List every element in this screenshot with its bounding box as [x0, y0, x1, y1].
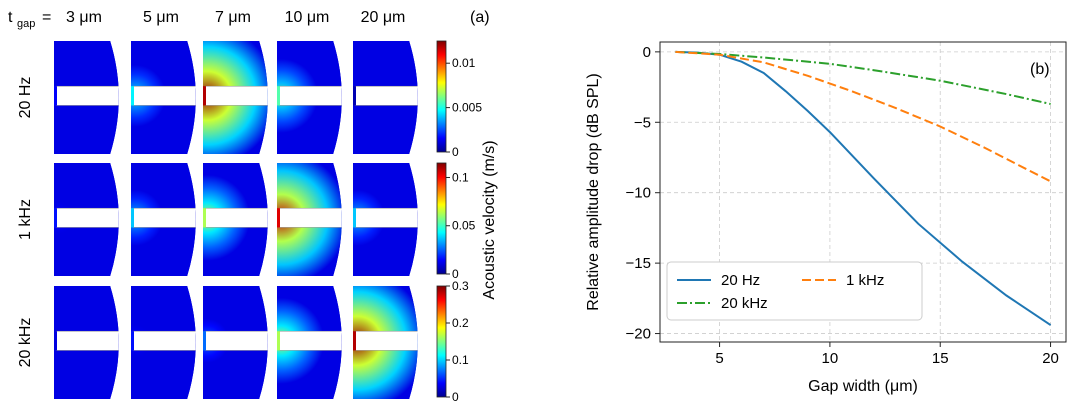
panel-a-heatmaps: t gap = (a) 3 μm 5 μm 7 μm 10 μm 20 μm 20 Hz…	[8, 9, 498, 404]
y-tick-label: −20	[626, 326, 651, 343]
row-label-2: 1 kHz	[17, 199, 34, 240]
colorbar-tick-label: 0.005	[452, 101, 482, 115]
colorbar-2	[436, 162, 447, 275]
panel-b-line-chart: 5 10 15 20 0 −5 −10 −15 −20 Gap width (μm) Rela…	[585, 41, 1067, 395]
legend: 20 Hz 20 kHz 1 kHz	[666, 261, 923, 321]
y-tick-label: −5	[634, 114, 651, 131]
heatmap-tile-r3-c1	[54, 286, 119, 399]
gap-slot	[354, 330, 418, 351]
panel-b-label: (b)	[1030, 61, 1050, 78]
heatmap-tile-r1-c2	[131, 41, 196, 154]
colorbar-tick-label: 0	[452, 390, 459, 404]
y-tick-label: −15	[626, 255, 651, 272]
x-tick-label: 15	[932, 350, 949, 367]
heatmap-tile-r1-c5	[353, 41, 418, 154]
x-tick-label: 10	[822, 350, 839, 367]
x-tick-label: 20	[1042, 350, 1059, 367]
gap-slot	[278, 207, 342, 228]
gap-slot	[55, 207, 119, 228]
gap-slot	[132, 330, 196, 351]
colorbar-tick-label: 0.05	[452, 219, 476, 233]
gap-slot	[132, 207, 196, 228]
y-tick-label: 0	[643, 44, 651, 61]
column-header-4: 10 μm	[285, 9, 330, 26]
colorbar-tick-label: 0.1	[452, 170, 469, 184]
row-label-3: 20 kHz	[17, 318, 34, 368]
series-line-1-khz	[675, 50, 1052, 183]
tgap-label: t	[8, 9, 13, 26]
heatmap-tile-r1-c3	[203, 41, 268, 154]
x-tick-label: 5	[715, 350, 723, 367]
gap-slot	[354, 207, 418, 228]
legend-box	[666, 261, 923, 321]
colorbar-label: Acoustic velocity (m/s)	[481, 140, 498, 299]
gap-slot	[278, 330, 342, 351]
x-axis-label: Gap width (μm)	[808, 378, 918, 395]
gap-slot	[55, 85, 119, 106]
legend-entry: 1 kHz	[846, 272, 884, 289]
colorbar-tick-label: 0.01	[452, 56, 476, 70]
gap-slot	[204, 85, 268, 106]
heatmap-tile-r3-c3	[203, 286, 268, 399]
panel-a-label: (a)	[470, 9, 490, 26]
y-axis-label: Relative amplitude drop (dB SPL)	[585, 73, 602, 310]
heatmap-tile-r3-c5	[353, 286, 418, 399]
heatmap-tile-r2-c5	[353, 163, 418, 276]
tgap-equals: =	[42, 9, 51, 26]
gap-slot	[204, 330, 268, 351]
colorbar-3	[436, 285, 447, 398]
heatmap-tile-r3-c4	[277, 286, 342, 399]
legend-entry: 20 kHz	[721, 295, 768, 312]
row-label-1: 20 Hz	[17, 77, 34, 119]
column-header-2: 5 μm	[143, 9, 179, 26]
column-header-5: 20 μm	[361, 9, 406, 26]
heatmap-tile-r2-c4	[277, 163, 342, 276]
column-header-3: 7 μm	[215, 9, 251, 26]
heatmap-tile-r1-c1	[54, 41, 119, 154]
gap-slot	[204, 207, 268, 228]
gap-slot	[132, 85, 196, 106]
heatmap-tile-r2-c3	[203, 163, 268, 276]
colorbar-tick-label: 0.2	[452, 316, 469, 330]
plot-frame	[659, 41, 1067, 343]
colorbar-tick-label: 0	[452, 267, 459, 281]
gap-slot	[354, 85, 418, 106]
gap-slot	[55, 330, 119, 351]
colorbar-tick-label: 0	[452, 145, 459, 159]
series-line-20-khz	[675, 50, 1051, 105]
heatmap-tile-r1-c4	[277, 41, 342, 154]
heatmap-tile-r2-c2	[131, 163, 196, 276]
colorbar-1	[436, 40, 447, 153]
legend-entry: 20 Hz	[721, 272, 760, 289]
column-header-1: 3 μm	[66, 9, 102, 26]
heatmap-tile-r3-c2	[131, 286, 196, 399]
colorbar-tick-label: 0.3	[452, 279, 469, 293]
tgap-subscript: gap	[17, 18, 35, 30]
y-tick-label: −10	[626, 185, 651, 202]
colorbar-tick-label: 0.1	[452, 353, 469, 367]
heatmap-tile-r2-c1	[54, 163, 119, 276]
gap-slot	[278, 85, 342, 106]
